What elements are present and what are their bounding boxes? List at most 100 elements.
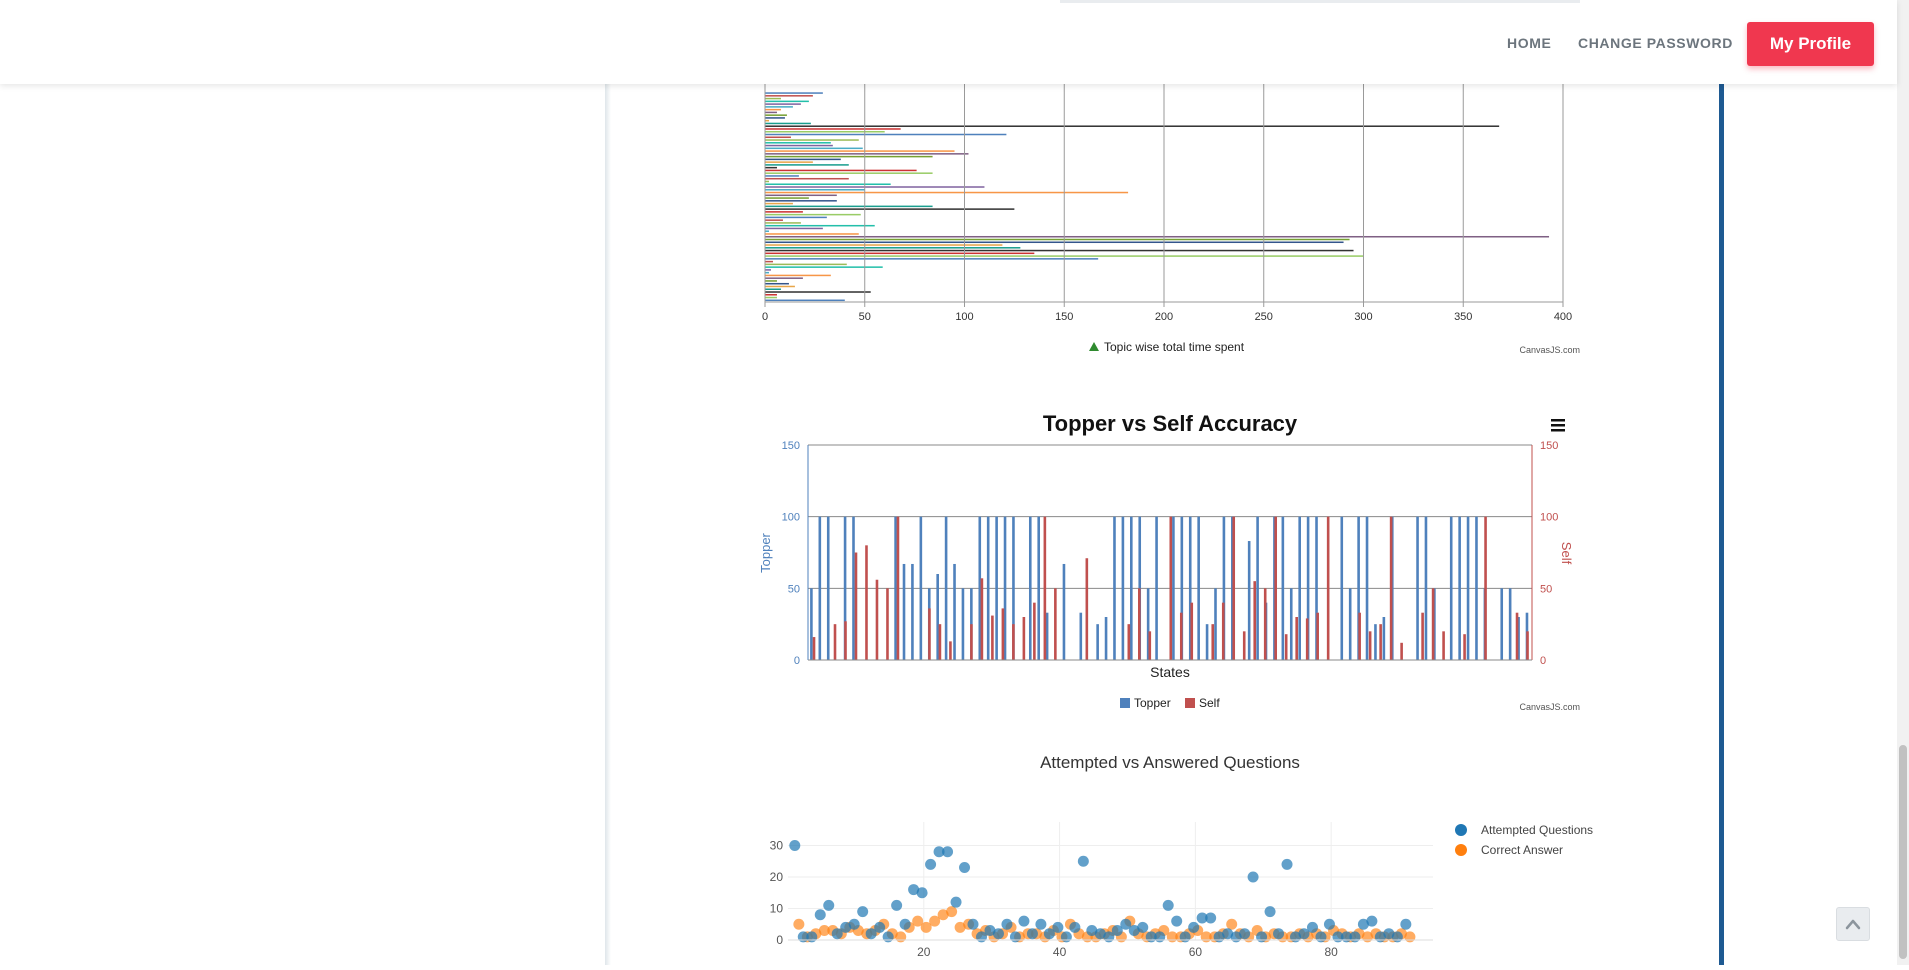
topper-bar [1466,516,1470,660]
accuracy-chart: Topper vs Self Accuracy 0 0 50 50 100 100 150 15… [740,405,1580,715]
attempted-point [1018,915,1030,927]
topper-bar [1214,588,1217,660]
nav-home-link[interactable]: HOME [1507,35,1552,51]
attempted-point [1306,921,1318,933]
self-bar [1358,612,1361,660]
attempted-point [823,899,835,911]
topper-bar [1231,516,1234,660]
correct-answer-point [937,909,949,921]
scrollbar-thumb[interactable] [1899,745,1907,959]
y-tick-label: 0 [776,933,783,947]
attempted-point [1094,928,1106,940]
topper-bar [894,516,897,660]
topic-bar [765,166,777,169]
topper-bar [1222,516,1226,660]
x-tick-label: 80 [1324,945,1338,959]
self-bar [1431,588,1435,660]
accuracy-chart-svg: Topper vs Self Accuracy 0 0 50 50 100 100 150 15… [758,411,1580,712]
self-bar [1463,634,1466,660]
y-tick-label: 20 [770,870,784,884]
self-bar [1326,516,1330,660]
topper-bar [1517,617,1520,660]
attempted-point [1026,928,1038,940]
canvasjs-credit: CanvasJS.com [1519,345,1580,355]
topic-bar [765,200,837,202]
topper-bar [826,516,830,660]
topic-bar [765,299,845,302]
topic-bar [765,263,847,266]
correct-answer-point [954,921,966,933]
self-bar [1389,516,1393,660]
x-tick-label: 300 [1354,311,1372,323]
topic-bar [765,125,1500,127]
attempted-point [959,862,971,874]
content-left-edge [605,0,611,965]
topper-bar [1348,588,1352,660]
topic-bar [765,241,1344,244]
topic-bar [765,114,787,116]
topic-bar [765,227,823,230]
topic-bar [765,155,933,158]
attempted-point [1323,918,1335,930]
self-bar [970,624,973,660]
topic-time-chart: 0 50 100 150 200 250 300 350 400 Topic wise total… [740,84,1580,364]
scroll-to-top-button[interactable] [1836,907,1870,941]
attempted-point [840,921,852,933]
attempted-point [1366,915,1378,927]
topper-bar [1155,516,1158,660]
topic-bar [765,271,769,274]
self-bar [1442,631,1445,660]
topic-bar [765,274,831,277]
topic-bar [765,197,809,199]
nav-change-password-link[interactable]: CHANGE PASSWORD [1578,35,1733,51]
topper-bar [1045,612,1049,660]
attempted-point [1128,925,1140,937]
left-y-axis-label: Topper [758,532,773,572]
attempted-point [1188,921,1200,933]
my-profile-button[interactable]: My Profile [1747,22,1874,66]
topper-bar [843,516,847,660]
attempted-point [857,906,869,918]
x-tick-label: 150 [1055,311,1073,323]
self-bar [1484,516,1487,660]
self-bar [1001,608,1005,660]
self-bar [1368,631,1372,660]
self-bar [1284,634,1288,660]
legend-label: Topic wise total time spent [1104,340,1245,354]
topic-bar [765,142,831,144]
self-bar [1400,642,1403,660]
legend-label-correct: Correct Answer [1481,843,1563,857]
correct-answer-point [946,906,958,918]
topper-bar [1416,516,1419,660]
attempted-point [1120,918,1132,930]
topic-bar [765,296,777,299]
correct-answer-point [920,921,932,933]
page-scrollbar[interactable] [1897,0,1909,965]
topic-bar [765,224,875,227]
topic-bar [765,177,849,180]
topper-bar [1306,516,1310,660]
topic-bar [765,288,781,291]
attempted-point [789,839,801,851]
attempted-point [865,928,877,940]
topper-bar [1180,516,1184,660]
topper-bar [1365,516,1369,660]
attempted-point [831,928,843,940]
attempted-point [933,846,945,858]
topic-bar [765,161,813,163]
topic-bar [765,216,827,219]
topic-bar [765,247,1021,249]
canvasjs-credit: CanvasJS.com [1519,702,1580,712]
attempted-point [1001,918,1013,930]
self-bar [1242,631,1246,660]
x-tick-label: 400 [1554,311,1572,323]
topic-bar [765,122,811,125]
topic-bar [765,230,769,232]
topic-bar [765,97,781,100]
topic-bar [765,285,795,288]
topper-bar [1113,516,1116,660]
correct-answer-point [1404,931,1416,943]
attempted-point [874,921,886,933]
self-bar [1232,516,1236,660]
topic-bar [765,258,1099,260]
